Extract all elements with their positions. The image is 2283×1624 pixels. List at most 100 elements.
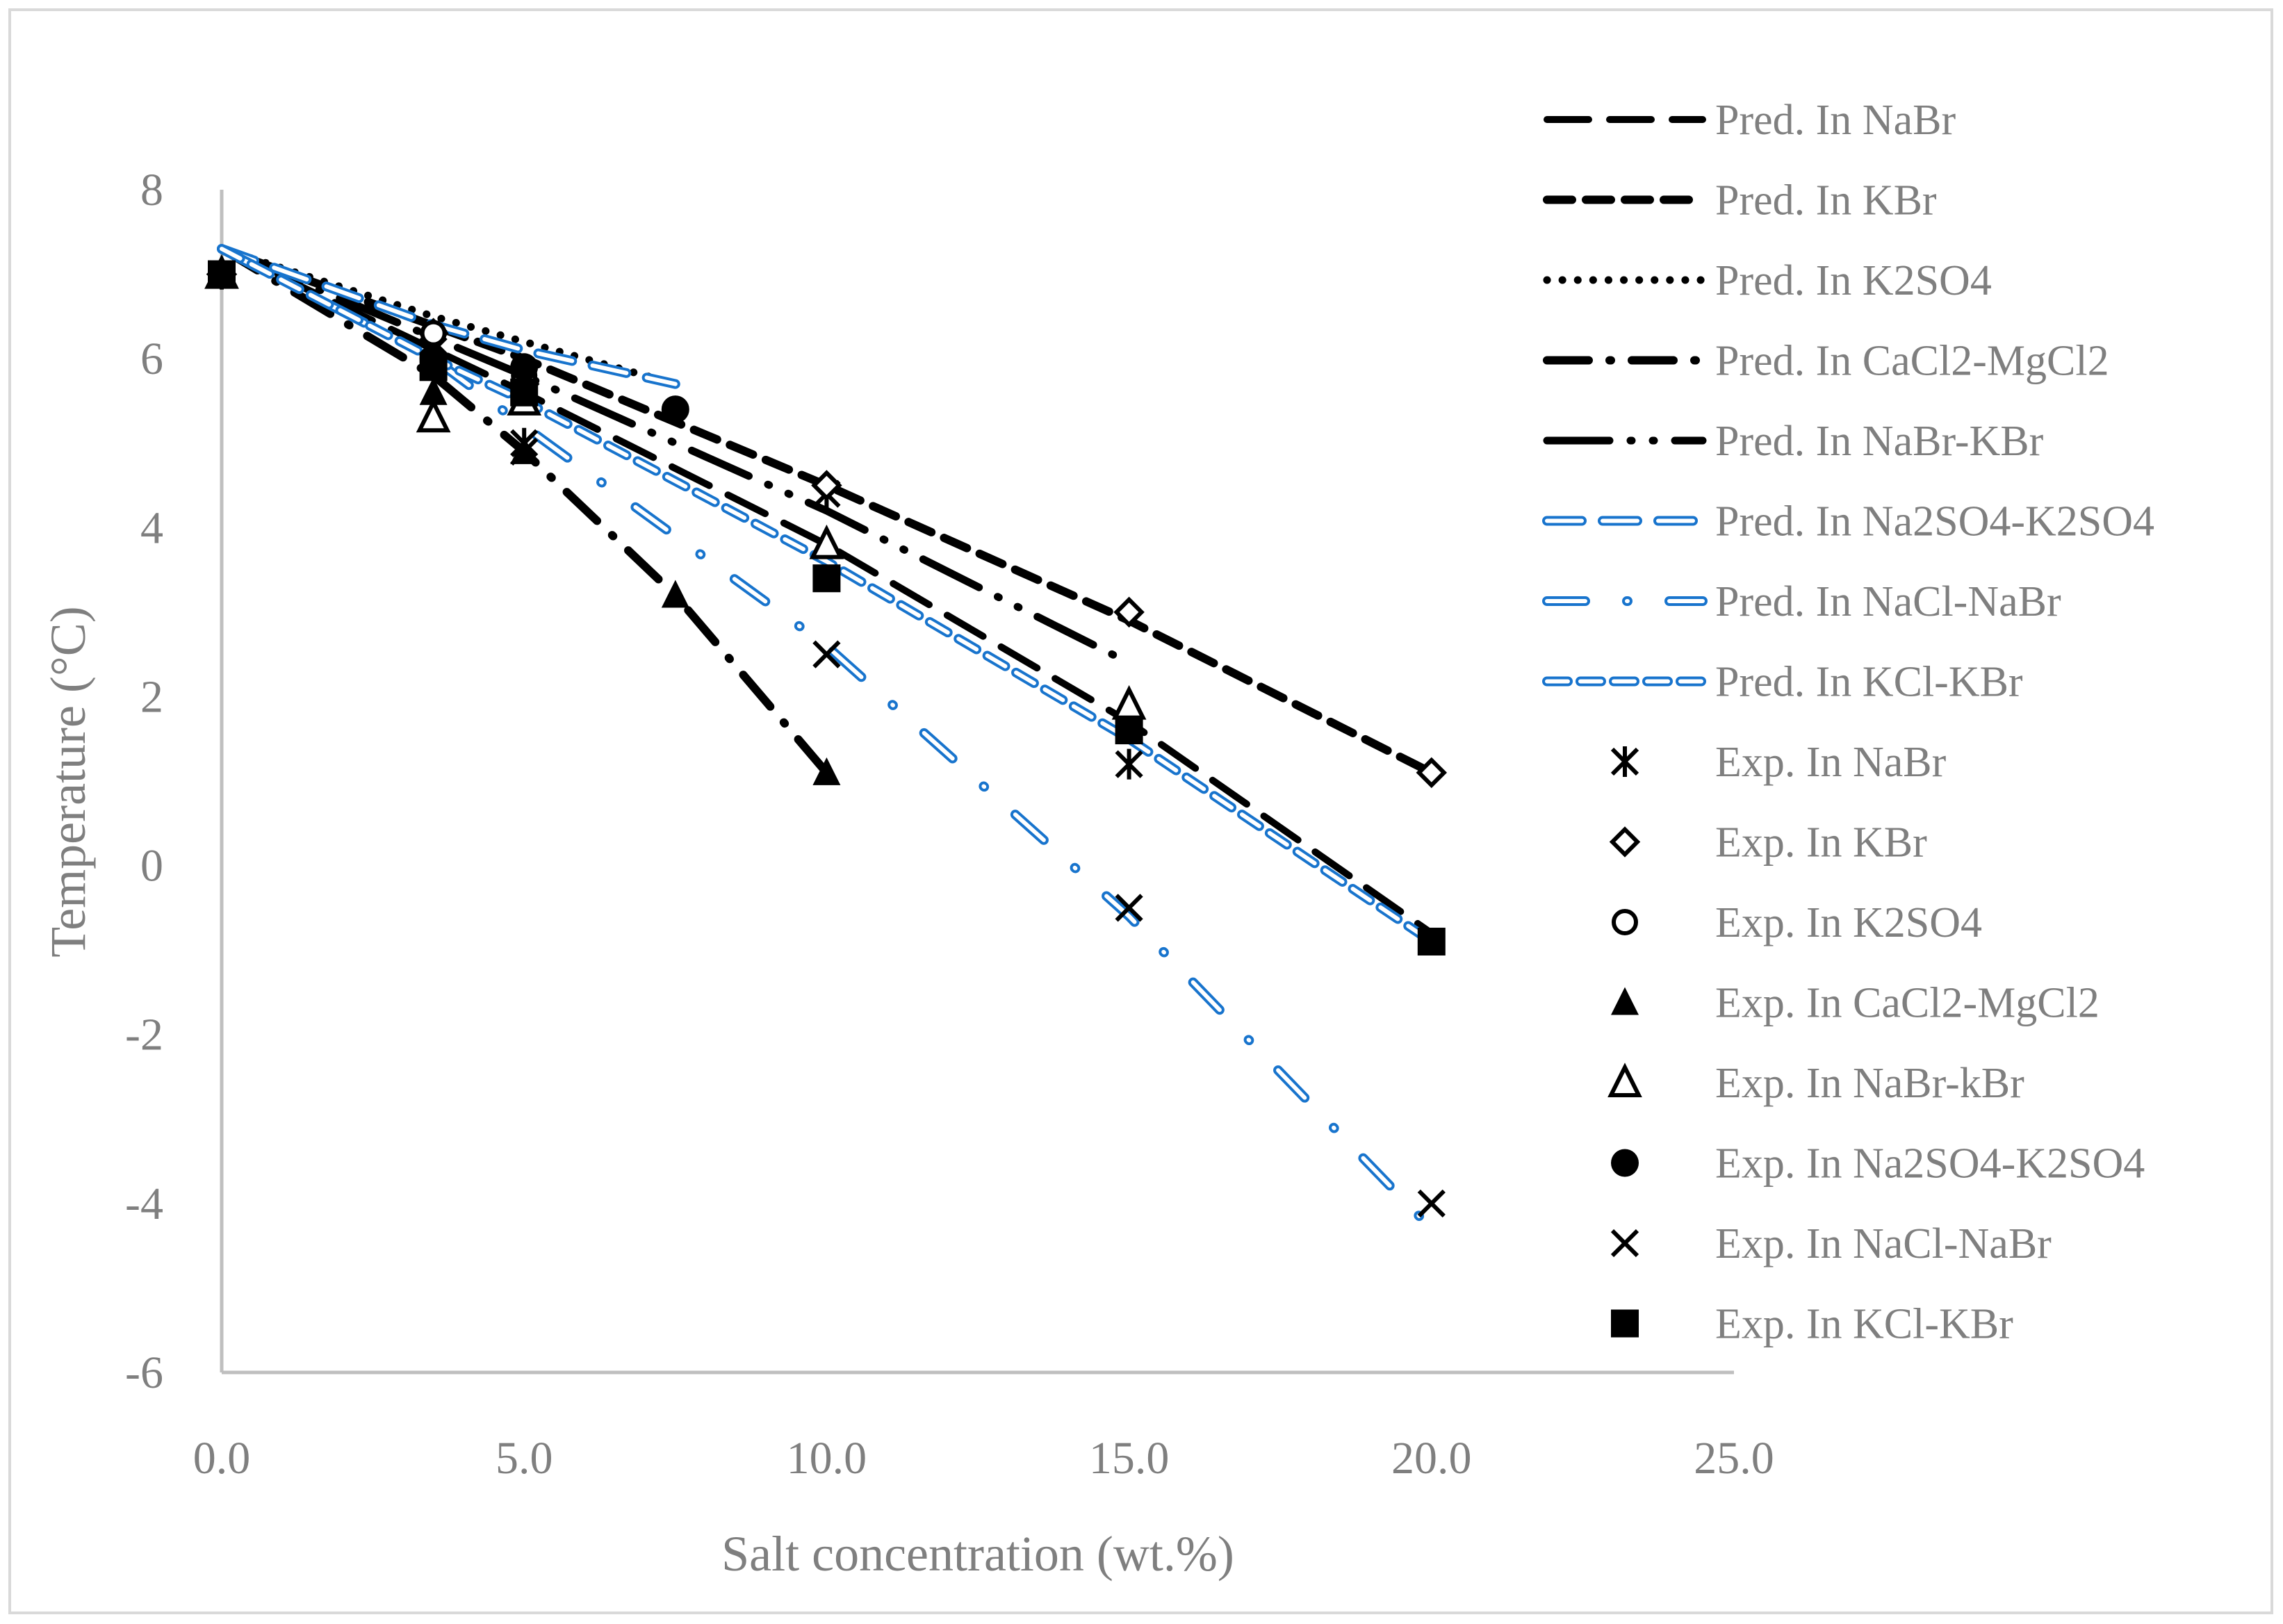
point-exp-in-nabr — [1115, 748, 1143, 780]
legend-swatch-exp-in-k2so4 — [1612, 909, 1638, 935]
legend-label-exp-in-cacl2-mgcl2: Exp. In CaCl2-MgCl2 — [1715, 980, 2100, 1027]
legend-swatch-exp-in-na2so4-k2so4 — [1611, 1149, 1639, 1177]
legend-label-pred-in-kcl-kbr: Pred. In KCl-KBr — [1715, 659, 2023, 706]
legend-label-exp-in-na2so4-k2so4: Exp. In Na2SO4-K2SO4 — [1715, 1140, 2145, 1188]
diamond-marker — [1609, 826, 1641, 858]
axes: 0.0 5.0 10.0 15.0 20.0 25.0 8 6 4 2 0 -2 -4 -6 — [125, 165, 1774, 1484]
point-exp-in-k2so4 — [420, 320, 447, 347]
y-tick-label: 0 — [140, 841, 163, 892]
legend-label-pred-in-cacl2-mgcl2: Pred. In CaCl2-MgCl2 — [1715, 338, 2109, 385]
x-tick-label: 5.0 — [496, 1433, 553, 1484]
y-tick-label: -6 — [125, 1347, 163, 1398]
legend-swatch-exp-in-nabr-kbr — [1607, 1063, 1642, 1097]
point-exp-in-nabr-kbr — [809, 524, 844, 559]
x-marker — [1417, 1189, 1446, 1217]
x-tick-label: 15.0 — [1089, 1433, 1170, 1484]
legend-swatch-exp-in-kcl-kbr — [1611, 1309, 1639, 1338]
point-exp-in-kbr — [1113, 596, 1145, 628]
x-marker — [510, 437, 539, 466]
filled-triangle-marker — [1611, 987, 1639, 1015]
legend-label-exp-in-kcl-kbr: Exp. In KCl-KBr — [1715, 1301, 2013, 1348]
y-tick-label: 8 — [140, 165, 163, 215]
point-exp-in-nacl-nabr — [1115, 894, 1143, 922]
y-tick-label: 6 — [140, 334, 163, 384]
line-pred-in-nacl-nabr-inner — [220, 247, 1434, 1231]
legend-swatch-exp-in-nacl-nabr — [1610, 1229, 1639, 1258]
legend-label-exp-in-nabr-kbr: Exp. In NaBr-kBr — [1715, 1060, 2024, 1107]
point-exp-in-kbr — [811, 470, 842, 501]
line-pred-in-nacl-nabr — [217, 244, 1437, 1234]
point-exp-in-kcl-kbr — [812, 564, 841, 593]
legend-label-pred-in-nabr-kbr: Pred. In NaBr-KBr — [1715, 418, 2044, 465]
x-tick-label: 20.0 — [1391, 1433, 1472, 1484]
square-marker — [510, 378, 539, 407]
chart-frame — [8, 8, 2273, 1614]
legend-label-exp-in-nacl-nabr: Exp. In NaCl-NaBr — [1715, 1220, 2052, 1268]
legend-label-pred-in-nabr: Pred. In NaBr — [1715, 97, 1956, 144]
legend-label-pred-in-kbr: Pred. In KBr — [1715, 177, 1937, 224]
point-exp-in-nacl-nabr — [812, 640, 841, 669]
y-tick-label: 2 — [140, 671, 163, 722]
point-exp-in-nabr-kbr — [416, 397, 451, 433]
triangle-marker — [809, 524, 844, 559]
x-marker — [1610, 1229, 1639, 1258]
legend-label-pred-in-k2so4: Pred. In K2SO4 — [1715, 257, 1992, 304]
point-exp-in-nacl-nabr — [1417, 1189, 1446, 1217]
triangle-marker — [1607, 1063, 1642, 1097]
x-marker — [1115, 894, 1143, 922]
diamond-marker — [1113, 596, 1145, 628]
y-axis-label: Temperature (°C) — [40, 606, 96, 958]
filled-triangle-marker — [812, 757, 841, 785]
y-tick-label: -4 — [125, 1179, 163, 1229]
line-pred-in-kcl-kbr-inner — [220, 247, 1434, 944]
point-exp-in-cacl2-mgcl2 — [419, 377, 448, 405]
point-exp-in-na2so4-k2so4 — [661, 395, 689, 424]
point-exp-in-nacl-nabr — [510, 437, 539, 466]
filled-circle-marker — [661, 395, 689, 424]
point-exp-in-kcl-kbr — [510, 378, 539, 407]
filled-circle-marker — [510, 353, 539, 382]
point-exp-in-kcl-kbr — [1115, 716, 1143, 745]
point-exp-in-nabr-kbr — [1111, 684, 1147, 720]
square-marker — [1611, 1309, 1639, 1338]
asterisk-marker — [1115, 748, 1143, 780]
x-tick-label: 25.0 — [1694, 1433, 1774, 1484]
series-markers — [204, 254, 1448, 1217]
point-exp-in-cacl2-mgcl2 — [812, 757, 841, 785]
line-pred-in-nabr-kbr — [218, 245, 1134, 667]
point-exp-in-kbr — [1416, 757, 1448, 789]
legend-swatch-exp-in-cacl2-mgcl2 — [1611, 987, 1639, 1015]
point-exp-in-na2so4-k2so4 — [510, 353, 539, 382]
square-marker — [1115, 716, 1143, 745]
square-marker — [208, 260, 236, 288]
x-marker — [812, 640, 841, 669]
legend: Pred. In NaBr Pred. In KBr Pred. In K2SO4 P… — [1542, 97, 2154, 1348]
legend-label-pred-in-nacl-nabr: Pred. In NaCl-NaBr — [1715, 578, 2061, 625]
x-axis-label: Salt concentration (wt.%) — [721, 1526, 1234, 1582]
series-lines — [217, 244, 1437, 1234]
legend-swatch-exp-in-kbr — [1609, 826, 1641, 858]
diamond-marker — [1416, 757, 1448, 789]
square-marker — [812, 564, 841, 593]
point-exp-in-kcl-kbr — [1417, 927, 1446, 955]
circle-marker — [1612, 909, 1638, 935]
square-marker — [419, 353, 448, 382]
y-tick-label: -2 — [125, 1010, 163, 1060]
triangle-marker — [416, 397, 451, 433]
legend-label-exp-in-nabr: Exp. In NaBr — [1715, 739, 1947, 786]
circle-marker — [420, 320, 447, 347]
filled-circle-marker — [1611, 1149, 1639, 1177]
y-tick-label: 4 — [140, 502, 163, 553]
point-exp-in-kcl-kbr — [419, 353, 448, 382]
triangle-marker — [1111, 684, 1147, 720]
line-pred-in-nabr — [218, 245, 1435, 937]
filled-triangle-marker — [661, 580, 689, 608]
legend-swatch-exp-in-nabr — [1610, 746, 1639, 777]
legend-label-pred-in-na2so4-k2so4: Pred. In Na2SO4-K2SO4 — [1715, 498, 2154, 546]
square-marker — [1417, 927, 1446, 955]
asterisk-marker — [1610, 746, 1639, 777]
line-pred-in-na2so4-k2so4-inner — [220, 247, 678, 386]
x-tick-label: 10.0 — [787, 1433, 867, 1484]
filled-triangle-marker — [419, 377, 448, 405]
